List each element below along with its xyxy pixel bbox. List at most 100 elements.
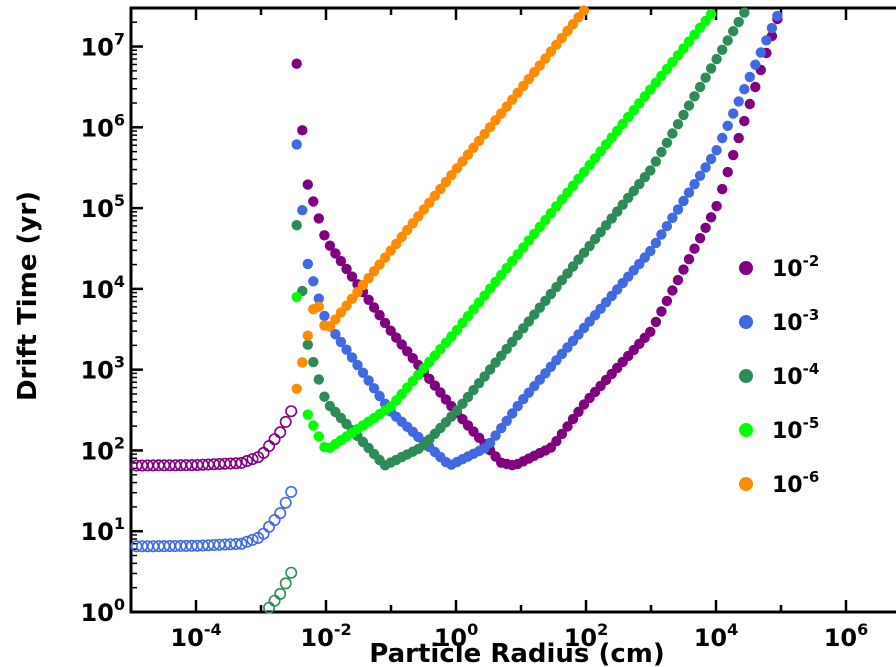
data-point-m5 — [308, 420, 319, 431]
data-point-m3 — [733, 96, 744, 107]
data-point-m3 — [263, 520, 276, 533]
data-point-m4 — [468, 384, 479, 396]
data-point-m4 — [694, 81, 706, 93]
data-point-m2 — [722, 166, 733, 178]
y-axis-label: Drift Time (yr) — [13, 191, 43, 401]
data-point-m5 — [302, 409, 313, 420]
data-point-m3 — [672, 204, 684, 215]
data-point-m2 — [230, 457, 243, 470]
data-point-m2 — [319, 230, 330, 241]
x-axis-label: Particle Radius (cm) — [369, 639, 664, 667]
y-tick-label: 100 — [80, 595, 125, 627]
data-point-m5 — [512, 249, 523, 260]
data-point-m3 — [694, 170, 706, 181]
data-point-m3 — [230, 537, 243, 550]
data-point-m3 — [235, 537, 248, 550]
data-point-m5 — [623, 111, 634, 123]
data-point-m3 — [490, 430, 501, 441]
data-point-m3 — [512, 400, 523, 412]
x-tick-label: 10-4 — [170, 620, 221, 652]
data-point-m2 — [656, 306, 667, 317]
data-point-m4 — [683, 100, 695, 111]
data-point-m4 — [512, 330, 523, 341]
legend-marker — [739, 369, 753, 383]
data-point-m4 — [313, 374, 324, 385]
data-point-m4 — [578, 247, 590, 258]
data-point-m3 — [241, 535, 254, 548]
data-point-m4 — [600, 220, 612, 231]
data-point-m2 — [551, 436, 562, 447]
data-point-m5 — [313, 431, 324, 442]
data-point-m3 — [645, 245, 656, 257]
data-point-m4 — [274, 587, 287, 600]
data-point-m4 — [279, 577, 292, 590]
data-point-m2 — [291, 58, 302, 69]
data-point-m2 — [689, 243, 700, 254]
data-point-m3 — [484, 437, 496, 449]
data-point-m2 — [573, 406, 584, 417]
data-point-m5 — [689, 29, 700, 40]
data-point-m3 — [363, 375, 374, 386]
data-point-m2 — [285, 405, 298, 418]
data-point-m2 — [678, 264, 689, 275]
data-point-m3 — [279, 496, 292, 509]
legend-label: 10-6 — [772, 468, 819, 498]
y-tick-label: 101 — [80, 514, 125, 546]
data-point-m2 — [313, 213, 324, 224]
data-point-m2 — [711, 200, 722, 212]
y-tick-label: 107 — [80, 30, 125, 62]
data-point-m3 — [650, 237, 662, 249]
data-point-m2 — [379, 317, 391, 329]
data-point-m3 — [285, 485, 298, 498]
data-point-m4 — [678, 109, 689, 121]
data-point-m4 — [661, 137, 673, 148]
x-tick-label: 102 — [564, 620, 609, 652]
data-point-m2 — [279, 415, 292, 428]
data-point-m2 — [268, 433, 281, 446]
data-point-m2 — [363, 294, 374, 305]
data-point-m5 — [705, 8, 717, 20]
data-point-m3 — [357, 367, 369, 378]
data-point-m6 — [313, 301, 324, 312]
data-point-m4 — [650, 156, 662, 167]
legend-marker — [739, 261, 753, 275]
data-point-m3 — [722, 120, 733, 131]
data-point-m3 — [374, 390, 385, 402]
y-tick-label: 103 — [80, 353, 125, 385]
legend-label: 10-2 — [772, 252, 819, 282]
data-point-m3 — [297, 205, 308, 216]
data-point-m3 — [352, 359, 363, 371]
data-point-m2 — [302, 179, 313, 190]
legend-label: 10-5 — [772, 414, 819, 444]
data-point-m3 — [341, 344, 352, 355]
data-point-m4 — [656, 146, 667, 158]
data-point-m3 — [667, 212, 678, 223]
y-tick-label: 106 — [80, 110, 125, 142]
data-point-m3 — [755, 47, 766, 58]
data-point-m3 — [268, 513, 281, 526]
data-point-m2 — [700, 222, 711, 233]
data-point-m3 — [274, 507, 287, 520]
data-point-m4 — [285, 566, 298, 579]
data-point-m2 — [556, 428, 568, 440]
data-point-m6 — [297, 357, 308, 368]
data-point-m4 — [705, 63, 717, 74]
data-point-m2 — [330, 248, 341, 259]
data-point-m4 — [319, 391, 330, 402]
data-point-m3 — [744, 71, 755, 83]
data-point-m2 — [672, 274, 684, 286]
data-point-m2 — [650, 316, 662, 328]
data-point-m2 — [667, 285, 678, 296]
y-tick-label: 104 — [80, 272, 125, 304]
x-tick-label: 106 — [824, 620, 869, 652]
data-point-m2 — [308, 196, 319, 207]
data-point-m2 — [235, 456, 248, 469]
data-point-m2 — [335, 255, 347, 267]
legend: 10-2 10-3 10-4 10-5 10-6 — [739, 252, 819, 498]
data-point-m2 — [705, 212, 717, 223]
data-point-m4 — [700, 72, 711, 83]
data-point-m2 — [717, 183, 728, 195]
data-point-m3 — [330, 329, 341, 340]
data-point-m2 — [645, 326, 656, 337]
